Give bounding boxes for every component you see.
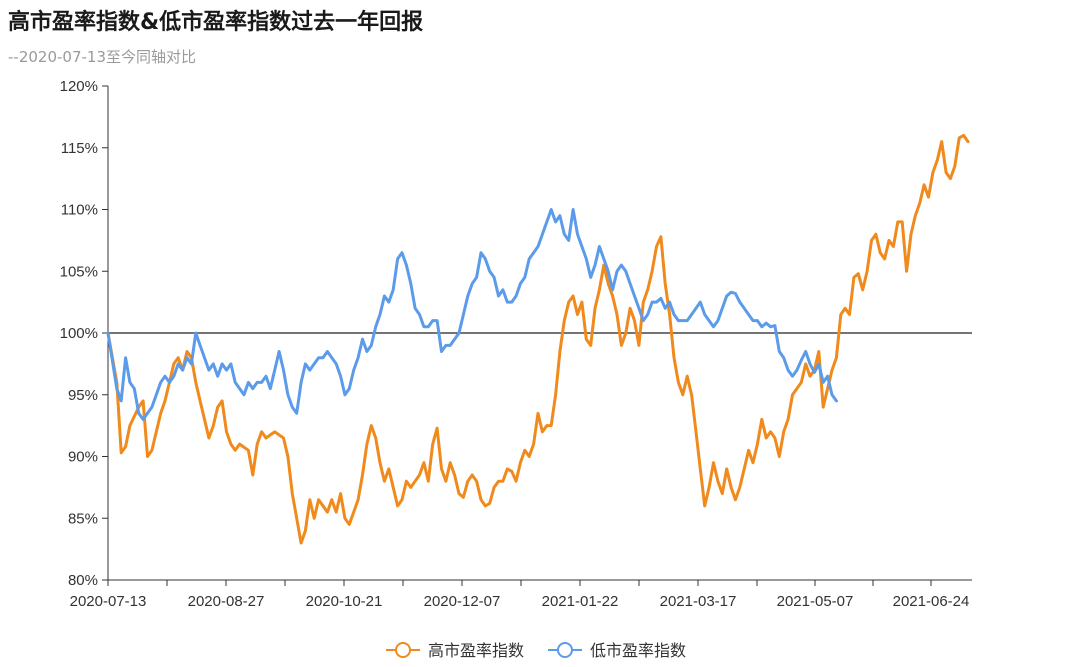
series-line-low-pe: [106, 208, 838, 421]
legend-item-low-pe[interactable]: 低市盈率指数: [548, 641, 686, 660]
x-tick-label: 2020-08-27: [188, 593, 265, 610]
series-lines: [106, 133, 970, 545]
legend-item-high-pe[interactable]: 高市盈率指数: [386, 641, 524, 660]
chart-subtitle: --2020-07-13至今同轴对比: [8, 48, 196, 66]
y-tick-label: 120%: [60, 78, 98, 95]
y-tick-label: 105%: [60, 263, 98, 280]
x-tick-label: 2021-06-24: [893, 593, 970, 610]
x-tick-label: 2020-10-21: [306, 593, 383, 610]
legend[interactable]: 高市盈率指数 低市盈率指数: [386, 641, 686, 660]
y-tick-label: 110%: [61, 202, 98, 219]
chart-title: 高市盈率指数&低市盈率指数过去一年回报: [8, 10, 424, 35]
legend-label: 高市盈率指数: [428, 641, 524, 660]
series-line-high-pe: [106, 133, 970, 545]
y-tick-label: 90%: [68, 449, 98, 466]
x-tick-label: 2021-03-17: [660, 593, 737, 610]
legend-label: 低市盈率指数: [590, 641, 686, 660]
x-tick-label: 2021-01-22: [542, 593, 619, 610]
y-tick-label: 95%: [68, 387, 98, 404]
x-tick-label: 2020-07-13: [70, 593, 147, 610]
x-tick-label: 2021-05-07: [777, 593, 854, 610]
y-tick-label: 100%: [60, 325, 98, 342]
x-tick-label: 2020-12-07: [424, 593, 501, 610]
y-tick-label: 115%: [61, 140, 98, 157]
legend-circle-marker: [395, 642, 411, 658]
y-tick-label: 85%: [68, 510, 98, 527]
x-axis: 2020-07-13 2020-08-27 2020-10-21 2020-12-07…: [70, 579, 972, 610]
legend-circle-marker: [557, 642, 573, 658]
y-tick-label: 80%: [68, 572, 98, 589]
